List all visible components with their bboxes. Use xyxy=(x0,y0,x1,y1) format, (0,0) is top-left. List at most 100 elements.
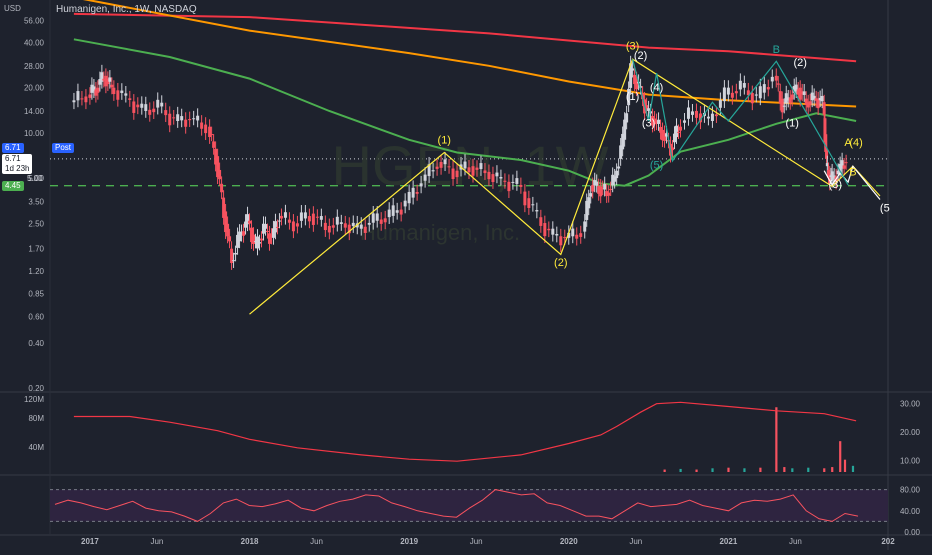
volume-bar xyxy=(743,468,746,472)
candle-body xyxy=(808,101,812,105)
candle-body xyxy=(806,102,810,108)
price-tick-label: 1.70 xyxy=(28,244,44,253)
candle-body xyxy=(371,213,375,223)
wave-label: (1) xyxy=(626,91,639,103)
candle-body xyxy=(269,235,273,238)
candle-body xyxy=(840,160,844,169)
candle-body xyxy=(832,175,836,179)
candle-body xyxy=(559,236,563,246)
candle-body xyxy=(682,120,686,123)
candle-body xyxy=(295,223,299,227)
candle-body xyxy=(487,171,491,180)
price-tick-label: 2.50 xyxy=(28,219,44,228)
candle-body xyxy=(625,113,629,123)
candle-body xyxy=(152,108,156,113)
candle-body xyxy=(766,87,770,90)
candle-body xyxy=(678,126,682,131)
candle-body xyxy=(112,87,116,95)
candle-body xyxy=(234,252,238,255)
candle-body xyxy=(746,90,750,96)
candle-body xyxy=(463,161,467,169)
wave-label: (4) xyxy=(650,82,663,94)
candle-body xyxy=(776,83,780,85)
candle-body xyxy=(307,216,311,222)
candle-body xyxy=(511,181,515,183)
candle-body xyxy=(635,79,639,90)
candle-body xyxy=(267,233,271,244)
volume-tick-label: 120M xyxy=(24,395,44,404)
volume-bar xyxy=(807,467,810,472)
bar-countdown: 1d 23h xyxy=(5,164,30,173)
candle-body xyxy=(595,181,599,186)
candle-body xyxy=(228,236,232,242)
candle-body xyxy=(619,145,623,159)
candle-body xyxy=(315,216,319,218)
wave-label: B xyxy=(773,44,780,56)
candle-body xyxy=(583,221,587,232)
wave-label: (1) xyxy=(438,134,451,146)
candle-body xyxy=(734,91,738,94)
candle-body xyxy=(116,90,120,100)
candle-body xyxy=(220,183,224,193)
level-tag-445: 4.45 xyxy=(2,181,24,191)
candle-body xyxy=(435,166,439,169)
candle-body xyxy=(836,170,840,175)
candle-body xyxy=(611,174,615,186)
price-candles xyxy=(72,55,848,270)
candle-body xyxy=(323,222,327,231)
candle-body xyxy=(686,107,690,119)
candle-body xyxy=(216,156,220,178)
last-price-value-2: 6.71 xyxy=(5,154,21,163)
time-tick-label: 2018 xyxy=(241,537,259,546)
candle-body xyxy=(427,164,431,177)
candle-body xyxy=(214,148,218,165)
volume-bar xyxy=(839,441,842,472)
candle-body xyxy=(593,180,597,186)
candle-body xyxy=(623,119,627,140)
candle-body xyxy=(605,191,609,197)
candle-body xyxy=(124,93,128,96)
price-tick-label: 10.00 xyxy=(24,129,45,138)
candle-body xyxy=(196,115,200,121)
candle-body xyxy=(94,89,98,96)
wave-label: (5) xyxy=(650,159,663,171)
last-price-value: 6.71 xyxy=(5,143,21,152)
candle-body xyxy=(762,84,766,93)
rsi-pane: 80.00 40.00 0.00 xyxy=(50,486,921,537)
candle-body xyxy=(467,167,471,173)
price-tick-label: 0.85 xyxy=(28,290,44,299)
candle-body xyxy=(814,98,818,101)
candle-body xyxy=(92,86,96,92)
candle-body xyxy=(782,105,786,107)
symbol-title[interactable]: Humanigen, Inc., 1W, NASDAQ xyxy=(56,4,197,15)
candle-body xyxy=(383,218,387,223)
candle-body xyxy=(391,205,395,216)
wave-label: (2) xyxy=(554,257,567,269)
candle-body xyxy=(224,211,228,233)
candle-body xyxy=(491,174,495,183)
candle-body xyxy=(156,99,160,108)
candle-body xyxy=(563,237,567,239)
candle-body xyxy=(263,224,267,229)
candle-body xyxy=(726,87,730,95)
candle-body xyxy=(184,119,188,127)
candle-body xyxy=(818,97,822,101)
wave-label: (2) xyxy=(634,50,647,62)
candle-body xyxy=(423,174,427,181)
candle-body xyxy=(279,215,283,219)
candle-body xyxy=(645,105,649,110)
candle-body xyxy=(750,92,754,104)
time-tick-label: Jun xyxy=(150,537,163,546)
candle-body xyxy=(367,222,371,225)
wave-label: (3) xyxy=(642,118,655,130)
candle-body xyxy=(824,134,828,152)
wave-label: A xyxy=(844,137,852,149)
volume-bar xyxy=(843,459,847,472)
candle-body xyxy=(303,212,307,219)
volume-bar xyxy=(759,467,762,472)
candle-body xyxy=(375,213,379,221)
candle-body xyxy=(299,212,303,221)
